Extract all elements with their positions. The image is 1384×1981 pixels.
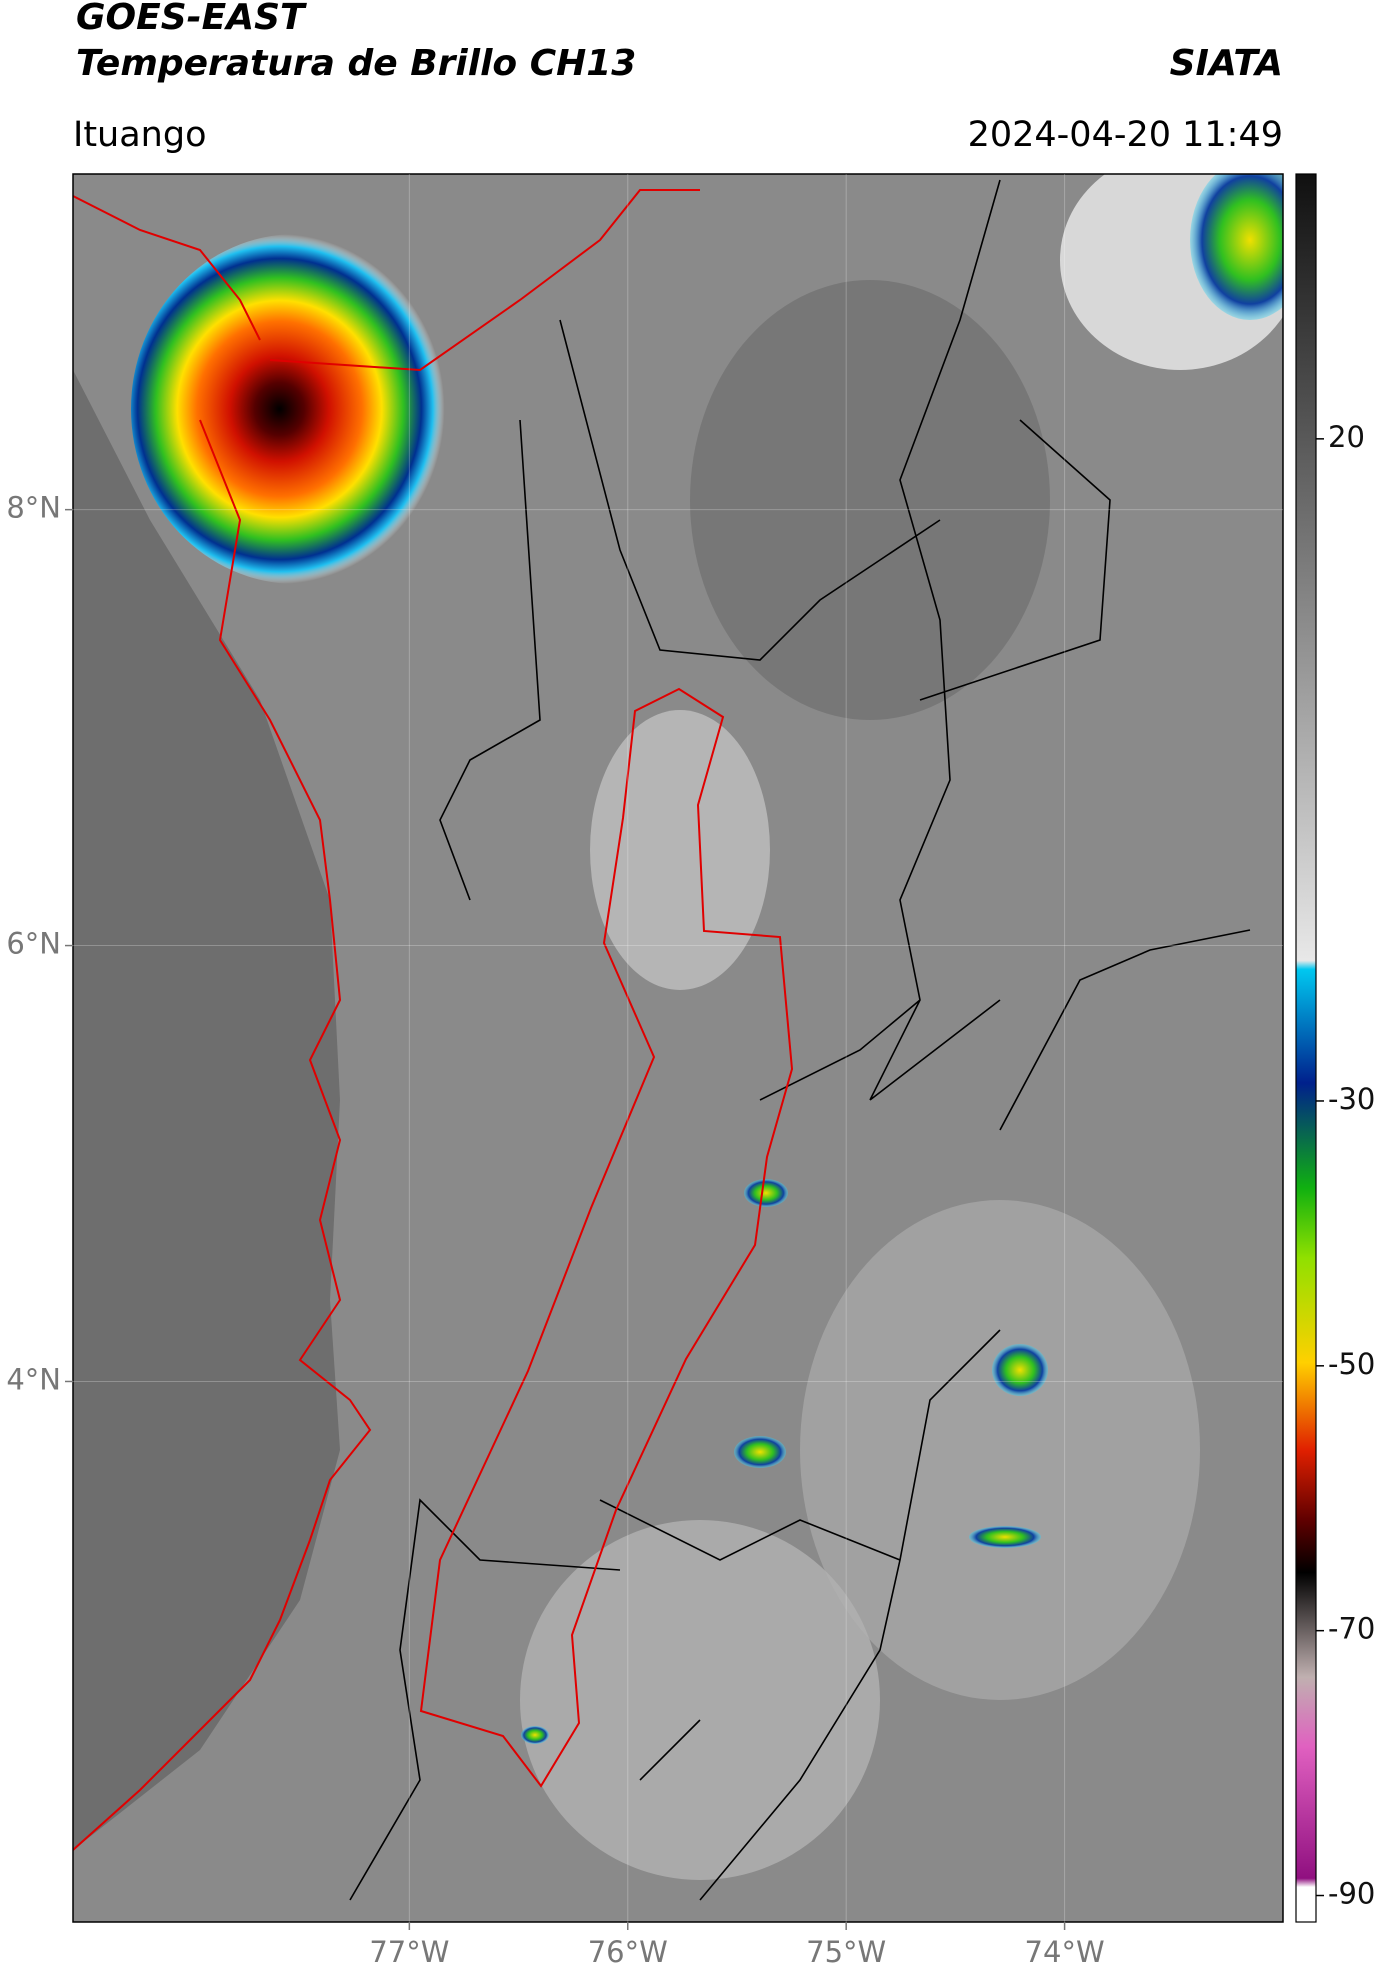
colorbar-tick-label: -70	[1328, 1612, 1375, 1646]
storm-cell	[969, 1526, 1041, 1548]
place: Ituango	[73, 115, 207, 155]
map-frame	[72, 173, 1284, 1923]
source: SIATA	[1170, 43, 1283, 84]
storm-cell	[521, 1726, 549, 1744]
lon-tick-label: 76°W	[588, 1935, 668, 1969]
coastline	[73, 189, 700, 1851]
map-image	[73, 174, 1283, 1922]
lon-tick-label: 77°W	[369, 1935, 449, 1969]
storm-cell	[744, 1179, 788, 1207]
lat-tick-label: 6°N	[6, 927, 61, 961]
subtitle: Temperatura de Brillo CH13	[76, 43, 636, 84]
cloud	[520, 1520, 880, 1880]
cloud	[690, 280, 1050, 720]
lat-tick-label: 4°N	[6, 1362, 61, 1396]
title: GOES-EAST	[76, 0, 307, 38]
cloud	[590, 710, 770, 990]
admin-border	[349, 179, 1251, 1901]
cloud	[800, 1200, 1200, 1700]
lon-tick-label: 74°W	[1025, 1935, 1105, 1969]
ocean	[73, 370, 340, 1850]
storm	[131, 234, 461, 584]
colorbar-tick-label: -50	[1328, 1347, 1375, 1381]
datetime: 2024-04-20 11:49	[968, 115, 1283, 155]
storm-cell	[734, 1436, 786, 1468]
storm-cell	[992, 1344, 1048, 1396]
storm-cell	[1190, 174, 1283, 320]
colorbar-tick-label: -30	[1328, 1082, 1375, 1116]
colorbar-tick-label: 20	[1328, 420, 1365, 454]
basin-outline	[419, 687, 794, 1788]
lon-tick-label: 75°W	[806, 1935, 886, 1969]
colorbar	[1295, 173, 1317, 1923]
colorbar-tick-label: -90	[1328, 1877, 1375, 1911]
lat-tick-label: 8°N	[6, 491, 61, 525]
